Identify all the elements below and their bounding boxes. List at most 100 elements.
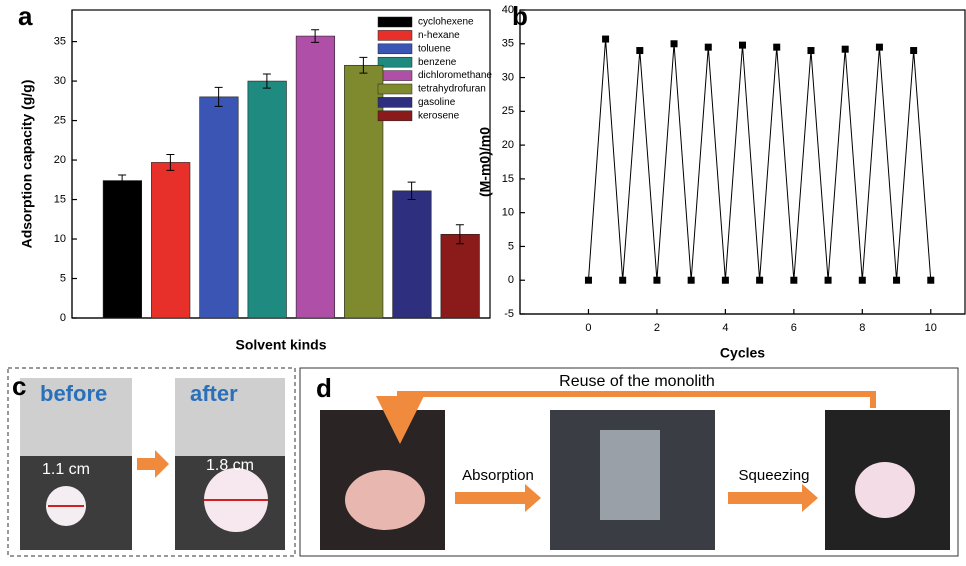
y-tick-label: 30	[502, 71, 514, 83]
legend-swatch	[377, 110, 413, 122]
legend-swatch	[377, 16, 413, 28]
marker	[756, 276, 764, 284]
marker	[841, 45, 849, 53]
size-label: 1.1 cm	[42, 461, 90, 478]
bar	[102, 180, 143, 319]
y-tick-label: 10	[54, 233, 66, 245]
error-bar	[311, 29, 320, 43]
error-bar	[407, 181, 416, 201]
panel-c-frame	[7, 367, 296, 557]
legend-label: n-hexane	[418, 30, 460, 41]
after-label: after	[190, 381, 238, 406]
marker	[721, 276, 729, 284]
y-tick-label: 40	[502, 4, 514, 16]
error-bar	[166, 154, 175, 171]
marker	[875, 43, 883, 51]
x-axis-label: Cycles	[720, 345, 765, 361]
marker	[773, 43, 781, 51]
legend-label: dichloromethane	[418, 70, 492, 81]
panel-label: a	[18, 1, 33, 31]
error-bar	[118, 174, 127, 187]
y-tick-label: 0	[508, 274, 514, 286]
marker	[584, 276, 592, 284]
legend-label: benzene	[418, 57, 457, 68]
monolith-photo	[345, 470, 425, 530]
marker	[807, 47, 815, 55]
size-label: 1.8 cm	[206, 457, 254, 474]
x-tick-label: 0	[585, 322, 591, 334]
data-line	[587, 39, 932, 281]
y-tick-label: 20	[502, 139, 514, 151]
before-label: before	[40, 381, 107, 406]
error-bar	[455, 224, 464, 245]
marker	[824, 276, 832, 284]
marker	[619, 276, 627, 284]
panel-label: d	[316, 373, 332, 403]
y-tick-label: 25	[502, 105, 514, 117]
bar	[247, 80, 287, 319]
legend-swatch	[377, 97, 413, 108]
marker	[739, 41, 746, 49]
error-bar	[214, 86, 223, 107]
reuse-arrow	[376, 391, 876, 444]
y-tick-label: -5	[504, 308, 514, 320]
bar	[440, 233, 480, 319]
y-tick-label: 5	[508, 240, 514, 252]
legend-label: cyclohexene	[418, 17, 474, 28]
legend-label: gasoline	[418, 97, 456, 108]
reuse-label: Reuse of the monolith	[559, 373, 715, 390]
legend-swatch	[377, 43, 413, 55]
marker	[653, 276, 661, 284]
bar	[295, 35, 336, 319]
y-tick-label: 25	[54, 114, 66, 126]
y-tick-label: 20	[54, 154, 66, 166]
step-label: Squeezing	[739, 467, 810, 484]
arrow	[728, 484, 818, 512]
legend-swatch	[377, 56, 413, 68]
y-tick-label: 15	[54, 193, 66, 205]
panel-d-frame	[299, 367, 959, 557]
y-tick-label: 35	[54, 35, 66, 47]
marker	[858, 276, 866, 284]
panel-label: c	[12, 371, 26, 401]
x-tick-label: 4	[722, 322, 728, 334]
bar	[344, 64, 384, 319]
bar	[199, 96, 239, 319]
arrow	[137, 450, 169, 478]
y-tick-label: 0	[60, 312, 66, 324]
x-tick-label: 10	[925, 322, 937, 334]
legend-swatch	[377, 83, 413, 95]
y-tick-label: 5	[60, 272, 66, 284]
bar	[151, 162, 191, 319]
marker	[704, 43, 712, 51]
marker	[927, 276, 935, 284]
panel-label: b	[512, 1, 528, 31]
marker	[910, 47, 918, 55]
error-bar	[359, 56, 368, 74]
marker	[602, 35, 610, 43]
x-tick-label: 2	[654, 322, 660, 334]
bar	[392, 190, 432, 319]
x-axis-label: Solvent kinds	[235, 337, 326, 353]
marker	[687, 276, 695, 284]
marker	[670, 40, 678, 48]
step-label: Absorption	[462, 467, 534, 484]
weight-photo	[600, 430, 660, 520]
y-tick-label: 30	[54, 75, 66, 87]
y-axis-label: (M-m0)/m0	[477, 127, 493, 197]
legend-label: kerosene	[418, 110, 460, 121]
arrow	[455, 484, 541, 512]
x-tick-label: 8	[859, 322, 865, 334]
plot-frame	[519, 9, 966, 315]
legend-label: tetrahydrofuran	[418, 84, 486, 95]
y-tick-label: 35	[502, 38, 514, 50]
marker	[636, 47, 644, 55]
marker	[893, 276, 901, 284]
legend-label: toluene	[418, 43, 451, 54]
error-bar	[262, 73, 271, 89]
legend-swatch	[377, 30, 413, 41]
y-tick-label: 15	[502, 173, 514, 185]
monolith-photo	[855, 462, 915, 518]
marker	[790, 276, 798, 284]
